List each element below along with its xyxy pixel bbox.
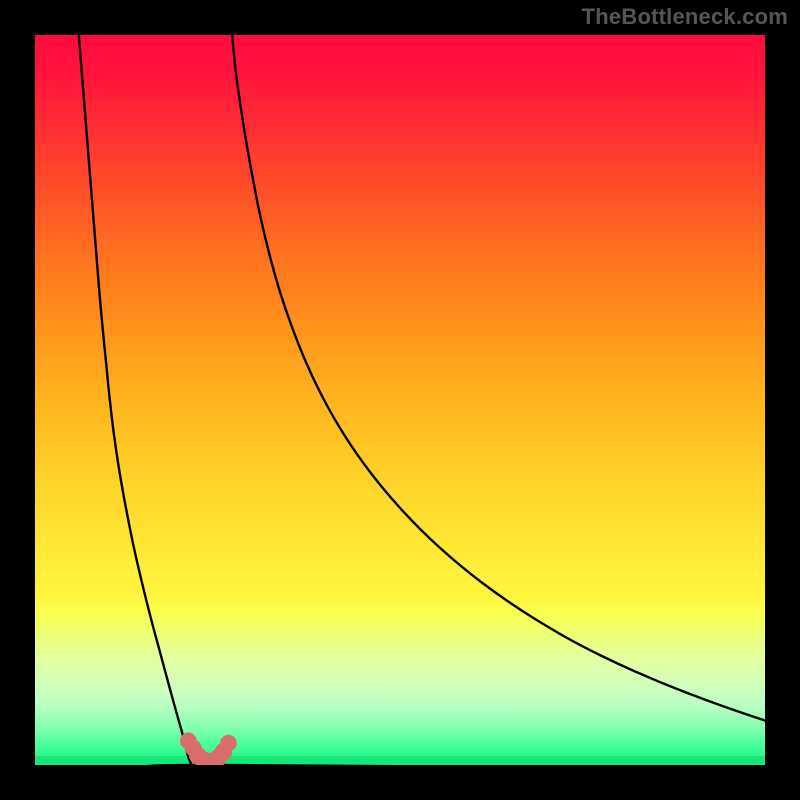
chart-svg	[35, 35, 765, 765]
trough-marker-dot	[220, 735, 237, 752]
plot-area	[35, 35, 765, 765]
green-baseline	[35, 756, 765, 765]
chart-frame: TheBottleneck.com	[0, 0, 800, 800]
gradient-background	[35, 35, 765, 765]
watermark-text: TheBottleneck.com	[582, 4, 788, 30]
